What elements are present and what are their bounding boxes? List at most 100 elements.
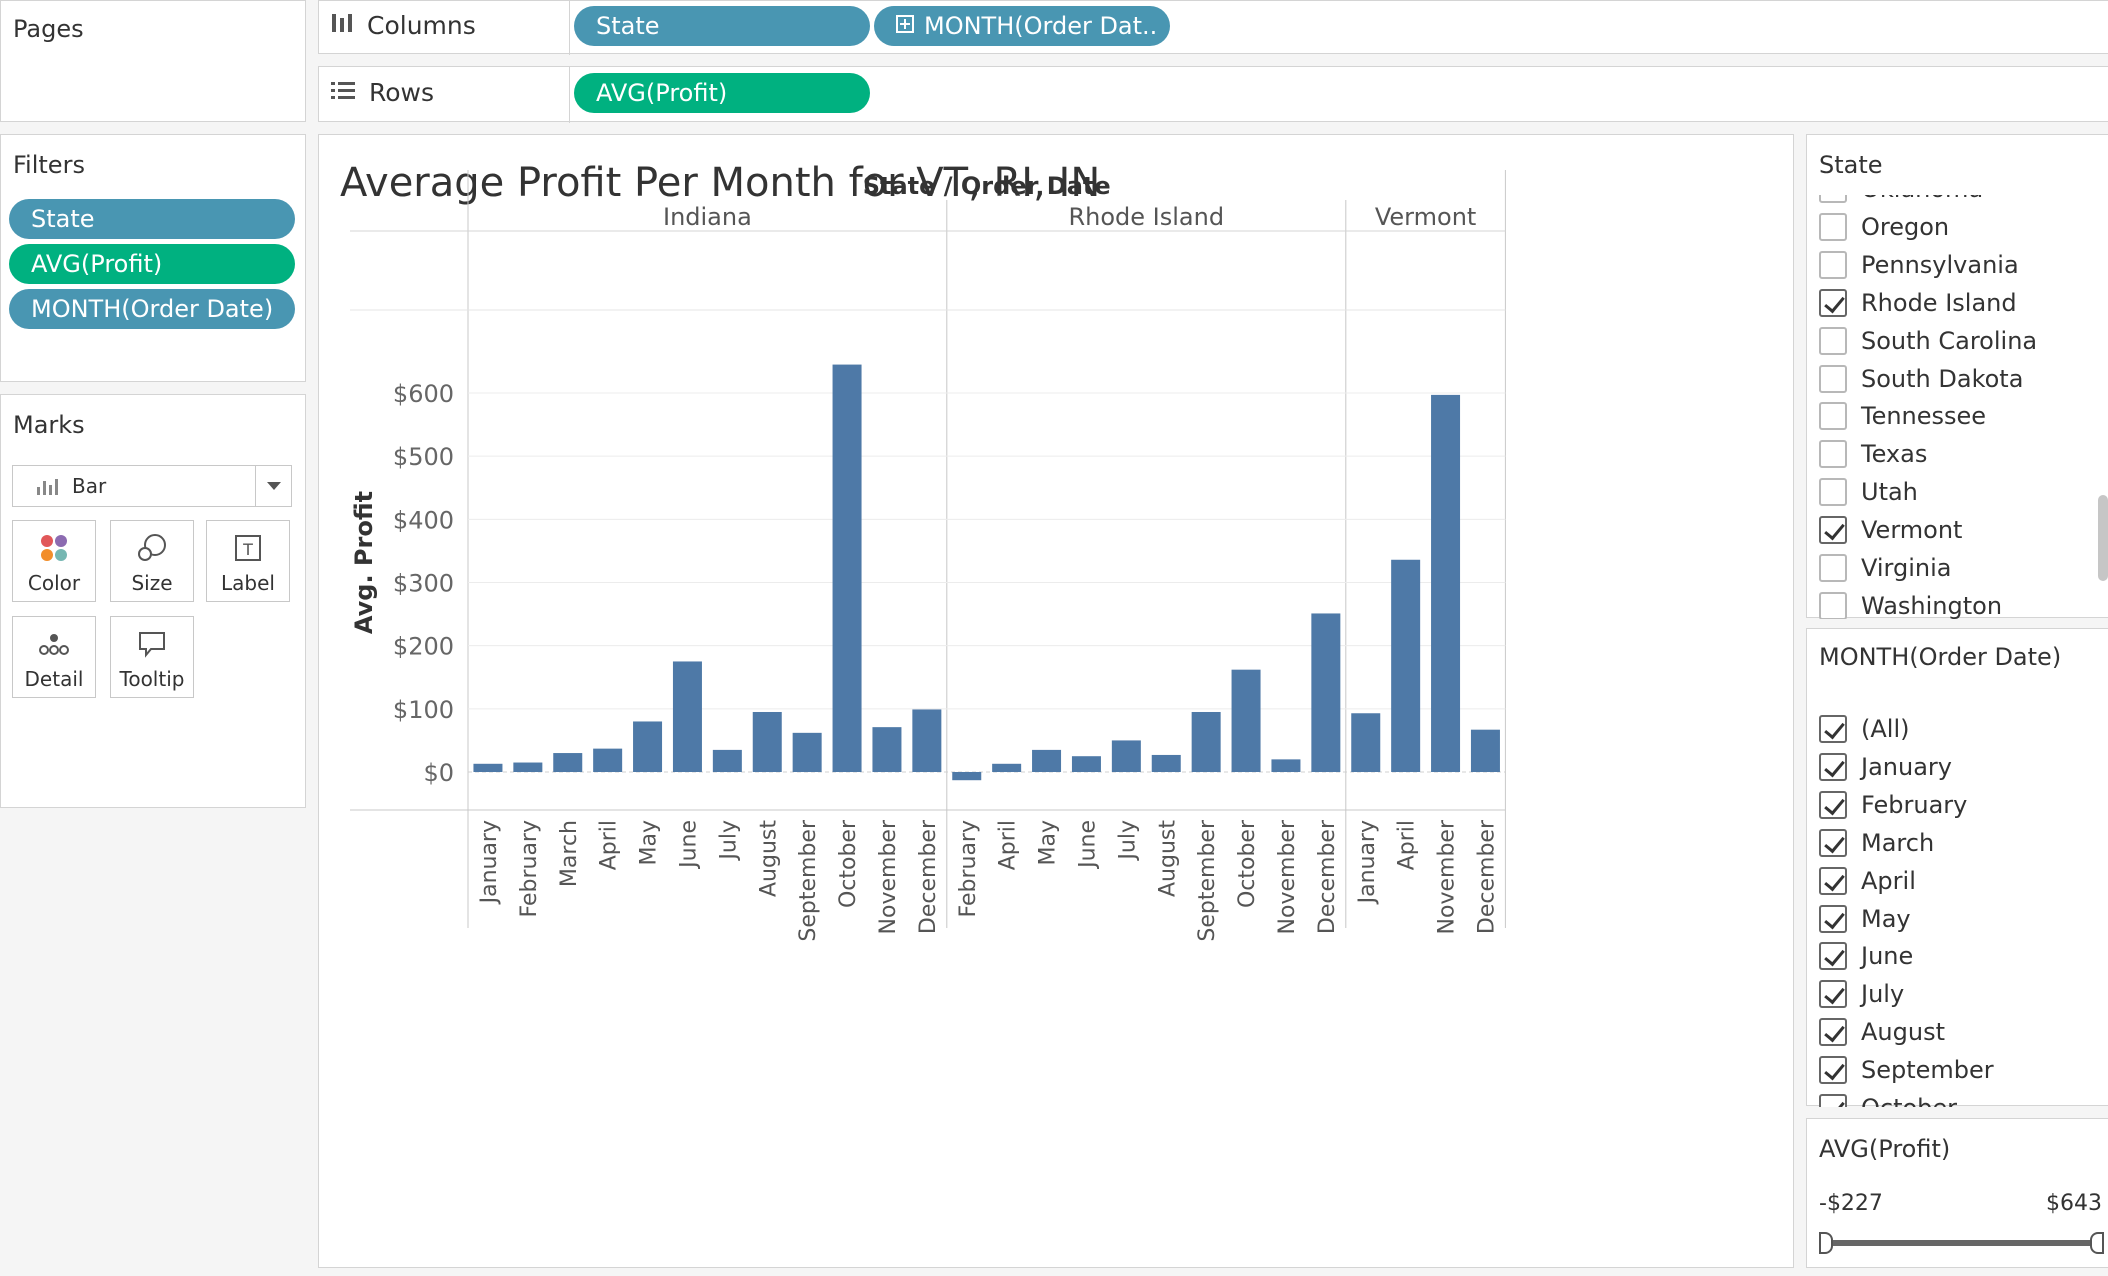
filter-pill-0[interactable]: State xyxy=(9,199,295,239)
bar-indiana-april xyxy=(593,748,623,772)
checkbox-label: South Dakota xyxy=(1861,364,2024,393)
x-tick-label: April xyxy=(597,820,622,870)
expand-icon[interactable] xyxy=(896,6,914,45)
rows-pill-avg-profit[interactable]: AVG(Profit) xyxy=(574,73,870,113)
rows-label: Rows xyxy=(369,78,435,107)
month-filter-item[interactable]: February xyxy=(1819,787,1967,823)
checkbox[interactable] xyxy=(1819,1018,1847,1047)
bar-rhode-island-april xyxy=(992,763,1022,772)
checkbox[interactable] xyxy=(1819,326,1847,355)
month-filter-item[interactable]: January xyxy=(1819,749,1952,785)
checkbox-label: Vermont xyxy=(1861,516,1963,545)
x-tick-label: August xyxy=(756,820,781,897)
text-label-icon: T xyxy=(233,533,263,568)
state-filter-list: Oklahoma Oregon Pennsylvania Rhode Island So… xyxy=(1807,195,2108,619)
month-filter-item[interactable]: April xyxy=(1819,863,1916,899)
columns-icon xyxy=(331,11,353,40)
checkbox[interactable] xyxy=(1819,980,1847,1009)
color-button[interactable]: Color xyxy=(12,520,96,602)
x-tick-label: February xyxy=(956,820,981,918)
y-tick-label: $400 xyxy=(393,506,454,534)
state-filter-item[interactable]: Oregon xyxy=(1819,209,1949,245)
checkbox[interactable] xyxy=(1819,402,1847,431)
month-filter-item[interactable]: May xyxy=(1819,901,1911,937)
month-filter-item[interactable]: September xyxy=(1819,1052,1994,1088)
checkbox[interactable] xyxy=(1819,942,1847,971)
checkbox[interactable] xyxy=(1819,715,1847,743)
size-button[interactable]: Size xyxy=(110,520,194,602)
checkbox-label: September xyxy=(1861,1056,1994,1085)
state-filter-item[interactable]: Virginia xyxy=(1819,550,1952,586)
checkbox-label: June xyxy=(1861,942,1914,971)
checkbox[interactable] xyxy=(1819,440,1847,469)
columns-pill-month[interactable]: MONTH(Order Dat.. xyxy=(874,6,1170,46)
checkbox[interactable] xyxy=(1819,1056,1847,1085)
size-icon xyxy=(136,533,168,568)
state-filter-item[interactable]: Tennessee xyxy=(1819,398,1986,434)
x-tick-label: March xyxy=(557,820,582,887)
x-tick-label: May xyxy=(1036,820,1061,865)
x-tick-label: December xyxy=(1315,819,1340,934)
profit-filter-card: AVG(Profit) -$227 $643 xyxy=(1806,1118,2108,1268)
mark-type-dropdown[interactable]: Bar xyxy=(12,465,292,507)
svg-text:T: T xyxy=(242,540,253,559)
checkbox[interactable] xyxy=(1819,516,1847,545)
state-filter-item[interactable]: Oklahoma xyxy=(1819,195,1983,207)
label-button[interactable]: T Label xyxy=(206,520,290,602)
columns-pill-state[interactable]: State xyxy=(574,6,870,46)
state-filter-item[interactable]: Utah xyxy=(1819,474,1918,510)
chevron-down-icon[interactable] xyxy=(255,466,291,506)
x-tick-label: January xyxy=(477,820,502,905)
profit-range-slider[interactable] xyxy=(1819,1232,2104,1254)
bar-indiana-august xyxy=(752,711,782,772)
filters-card: Filters State AVG(Profit) MONTH(Order Date… xyxy=(0,134,306,382)
x-tick-label: December xyxy=(916,819,941,934)
checkbox[interactable] xyxy=(1819,752,1847,781)
checkbox-label: April xyxy=(1861,866,1916,895)
checkbox[interactable] xyxy=(1819,364,1847,393)
checkbox[interactable] xyxy=(1819,212,1847,241)
checkbox[interactable] xyxy=(1819,866,1847,895)
state-filter-scrollbar[interactable] xyxy=(2098,495,2108,581)
state-filter-item[interactable]: South Carolina xyxy=(1819,323,2037,359)
checkbox[interactable] xyxy=(1819,288,1847,317)
y-tick-label: $500 xyxy=(393,443,454,471)
state-filter-item[interactable]: Pennsylvania xyxy=(1819,247,2019,283)
bar-vermont-december xyxy=(1470,729,1500,772)
profit-slider-max-handle[interactable] xyxy=(2090,1232,2104,1254)
pane-header-2: Vermont xyxy=(1375,203,1476,231)
month-filter-item[interactable]: October xyxy=(1819,1090,1957,1107)
state-filter-item[interactable]: Vermont xyxy=(1819,512,1962,548)
bar-indiana-september xyxy=(792,732,822,772)
month-filter-item[interactable]: June xyxy=(1819,938,1913,974)
profit-slider-range xyxy=(1823,1240,2100,1246)
x-tick-label: September xyxy=(796,819,821,942)
tooltip-button[interactable]: Tooltip xyxy=(110,616,194,698)
checkbox[interactable] xyxy=(1819,1094,1847,1107)
state-filter-item[interactable]: Washington xyxy=(1819,588,2002,619)
checkbox[interactable] xyxy=(1819,195,1847,203)
y-tick-label: $200 xyxy=(393,633,454,661)
month-filter-item[interactable]: July xyxy=(1819,976,1904,1012)
profit-slider-min-handle[interactable] xyxy=(1819,1232,1833,1254)
month-filter-item[interactable]: (All) xyxy=(1819,711,1909,747)
checkbox[interactable] xyxy=(1819,790,1847,819)
checkbox[interactable] xyxy=(1819,828,1847,857)
filter-pill-2[interactable]: MONTH(Order Date) xyxy=(9,289,295,329)
detail-button[interactable]: Detail xyxy=(12,616,96,698)
state-filter-item[interactable]: Rhode Island xyxy=(1819,285,2017,321)
checkbox[interactable] xyxy=(1819,478,1847,507)
month-filter-item[interactable]: March xyxy=(1819,825,1934,861)
checkbox[interactable] xyxy=(1819,904,1847,933)
state-filter-item[interactable]: Texas xyxy=(1819,436,1927,472)
checkbox-label: January xyxy=(1861,752,1952,781)
x-tick-label: October xyxy=(1235,819,1260,908)
checkbox[interactable] xyxy=(1819,554,1847,582)
size-label: Size xyxy=(131,571,173,595)
checkbox[interactable] xyxy=(1819,591,1847,619)
month-filter-item[interactable]: August xyxy=(1819,1014,1945,1050)
mark-type-label: Bar xyxy=(72,474,107,498)
filter-pill-1[interactable]: AVG(Profit) xyxy=(9,244,295,284)
state-filter-item[interactable]: South Dakota xyxy=(1819,361,2023,397)
checkbox[interactable] xyxy=(1819,250,1847,279)
